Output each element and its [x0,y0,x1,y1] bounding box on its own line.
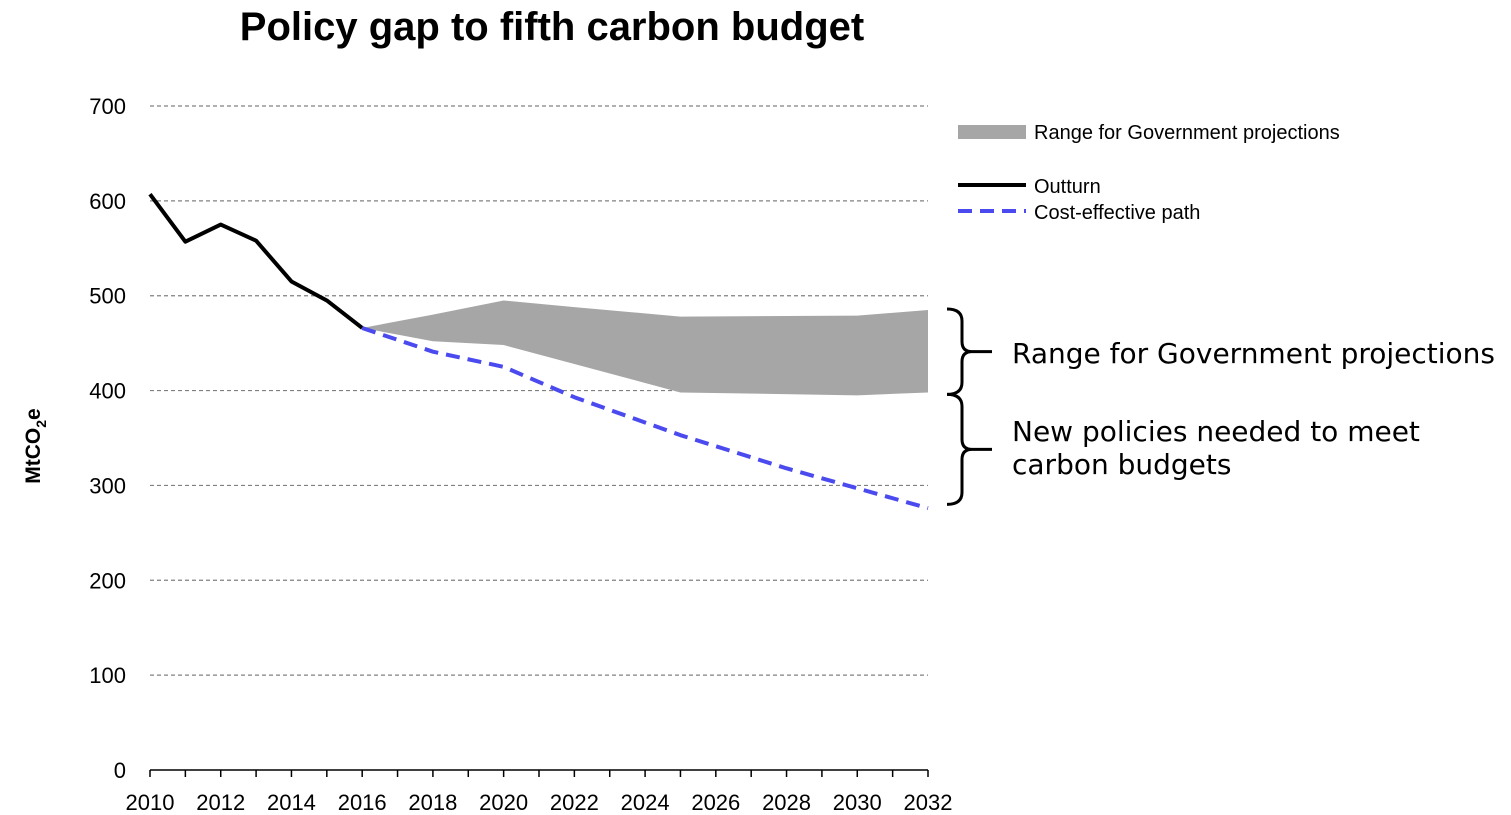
y-tick-500: 500 [89,284,126,309]
legend-label-outturn: Outturn [1034,176,1101,198]
x-tick-2028: 2028 [762,790,811,815]
legend-label-range: Range for Government projections [1034,122,1340,144]
series-lines [148,193,929,511]
y-tick-0: 0 [114,758,126,783]
y-tick-200: 200 [89,568,126,593]
y-tick-700: 700 [89,94,126,119]
x-tick-2018: 2018 [408,790,457,815]
x-tick-2032: 2032 [904,790,953,815]
x-tick-2016: 2016 [338,790,387,815]
x-tick-2024: 2024 [621,790,670,815]
legend: Range for Government projections Outturn C… [958,122,1340,224]
annotation-new-policies-line2: carbon budgets [1012,448,1231,481]
legend-swatch-range [958,125,1026,139]
series-band-government-projections [362,300,928,396]
y-tick-400: 400 [89,379,126,404]
axes [149,769,929,777]
series-line-outturn [148,193,364,330]
grid [150,105,928,676]
y-tick-600: 600 [89,189,126,214]
x-tick-2022: 2022 [550,790,599,815]
x-tick-labels: 2010 2012 2014 2016 2018 2020 2022 2024 2026 2028… [126,790,953,815]
y-tick-100: 100 [89,663,126,688]
annotation-new-policies-line1: New policies needed to meet [1012,415,1420,448]
y-tick-labels: 0 100 200 300 400 500 600 700 [89,94,126,783]
chart-title: Policy gap to fifth carbon budget [240,5,864,49]
y-axis-label: MtCO2e [22,408,49,483]
legend-label-cost-effective: Cost-effective path [1034,202,1200,224]
y-tick-300: 300 [89,473,126,498]
brace-government-range [946,307,992,396]
x-tick-2030: 2030 [833,790,882,815]
x-tick-2010: 2010 [126,790,175,815]
annotation-government-range: Range for Government projections [1012,337,1495,370]
annotations: Range for Government projections New poli… [946,307,1495,506]
series-line-cost-effective-path [361,326,929,511]
x-tick-2020: 2020 [479,790,528,815]
x-tick-2012: 2012 [196,790,245,815]
x-tick-2026: 2026 [691,790,740,815]
x-tick-2014: 2014 [267,790,316,815]
brace-new-policies [946,392,992,506]
projection-range-band [362,300,928,396]
